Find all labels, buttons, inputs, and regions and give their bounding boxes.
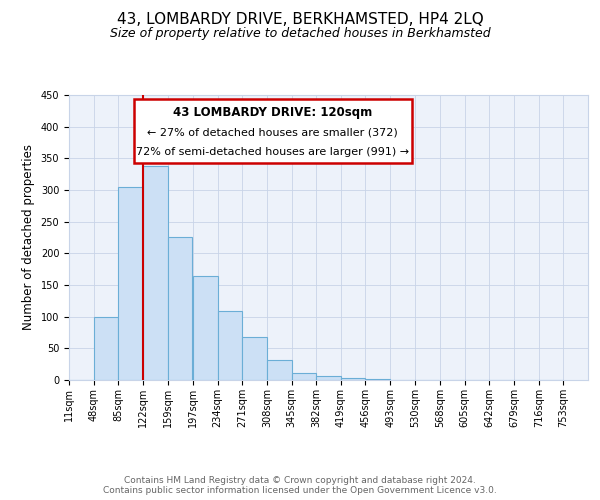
Text: ← 27% of detached houses are smaller (372): ← 27% of detached houses are smaller (37… (148, 128, 398, 138)
Bar (94, 316, 118, 380)
Y-axis label: Number of detached properties: Number of detached properties (22, 144, 35, 330)
Text: 72% of semi-detached houses are larger (991) →: 72% of semi-detached houses are larger (… (136, 147, 409, 157)
Bar (143, 166, 167, 380)
Text: Contains HM Land Registry data © Crown copyright and database right 2024.: Contains HM Land Registry data © Crown c… (124, 476, 476, 485)
Bar (193, 276, 218, 380)
Bar (267, 360, 292, 380)
Bar (118, 187, 143, 380)
Text: 43 LOMBARDY DRIVE: 120sqm: 43 LOMBARDY DRIVE: 120sqm (173, 106, 373, 118)
Text: Size of property relative to detached houses in Berkhamsted: Size of property relative to detached ho… (110, 28, 490, 40)
Bar (316, 376, 341, 380)
Bar (292, 373, 316, 380)
FancyBboxPatch shape (134, 100, 412, 164)
Bar (167, 237, 192, 380)
Text: Contains public sector information licensed under the Open Government Licence v3: Contains public sector information licen… (103, 486, 497, 495)
Bar (242, 337, 267, 380)
Text: 43, LOMBARDY DRIVE, BERKHAMSTED, HP4 2LQ: 43, LOMBARDY DRIVE, BERKHAMSTED, HP4 2LQ (116, 12, 484, 28)
Bar (218, 311, 242, 380)
Bar (341, 378, 365, 380)
